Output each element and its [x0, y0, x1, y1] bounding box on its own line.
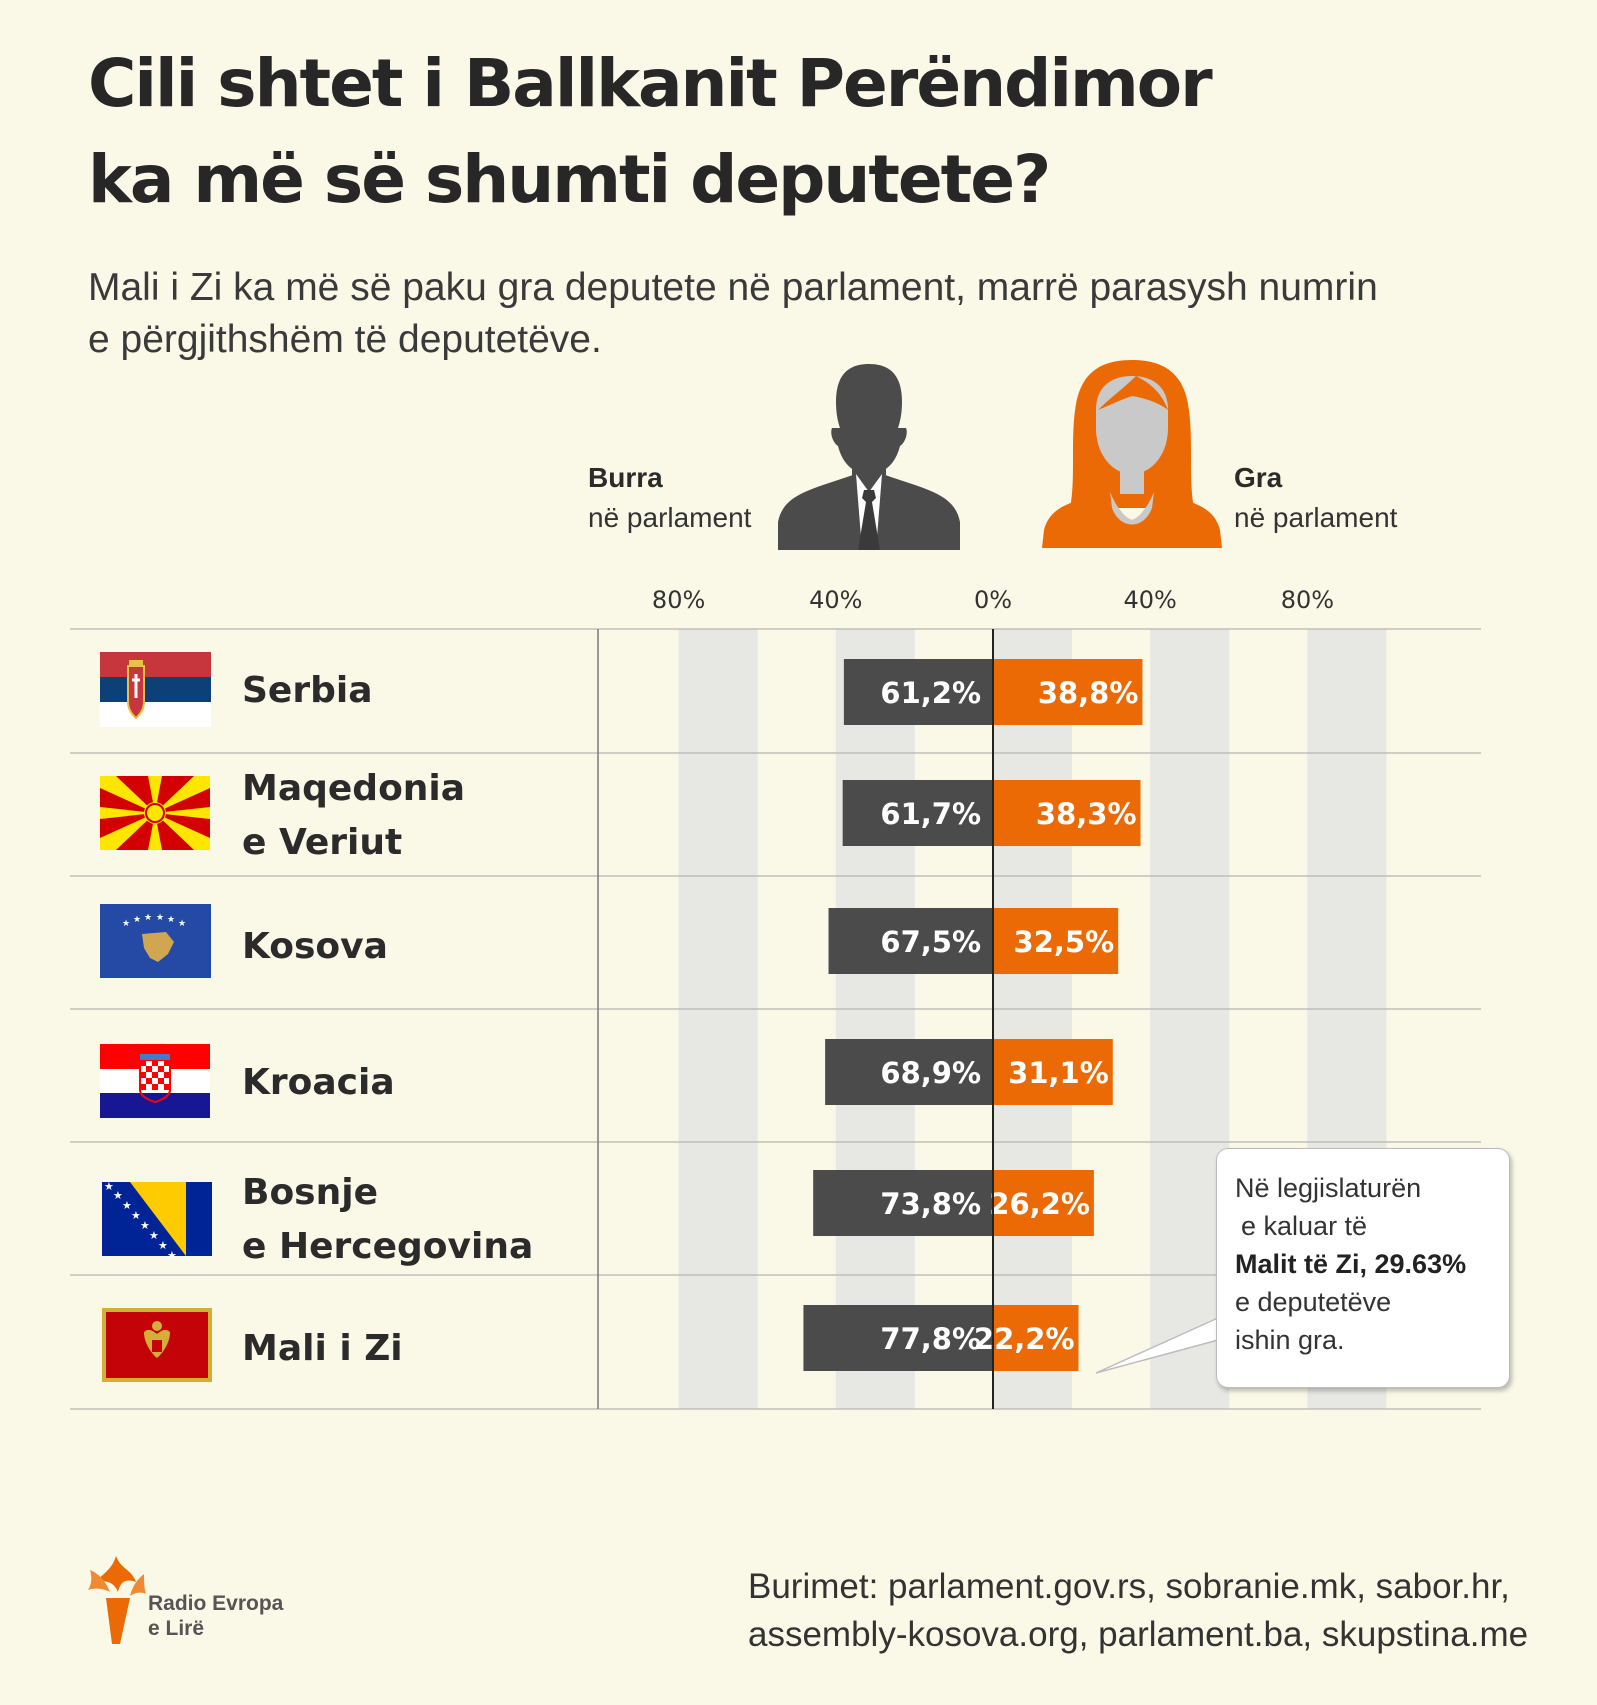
legend-men-sub: në parlament: [588, 502, 752, 533]
croatia-flag-icon: [100, 1044, 210, 1118]
bar-label-women: 32,5%: [1014, 925, 1115, 959]
serbia-flag-icon: [100, 652, 211, 727]
callout-line-4: e deputetëve: [1235, 1287, 1392, 1317]
callout-note: Në legjislaturën e kaluar të Malit të Zi…: [1216, 1148, 1510, 1388]
montenegro-flag-icon: [102, 1308, 212, 1382]
bar-women: [993, 1305, 1079, 1371]
country-label: Maqedonia: [242, 768, 465, 809]
svg-text:★: ★: [113, 1189, 123, 1202]
callout-line-1: Në legjislaturën: [1235, 1173, 1422, 1203]
legend-men: Burra në parlament: [588, 458, 751, 538]
bar-label-men: 61,2%: [880, 676, 981, 710]
callout-highlight: Malit të Zi: [1235, 1249, 1360, 1279]
callout-line-3: Malit të Zi, 29.63%: [1235, 1245, 1491, 1283]
svg-text:★: ★: [122, 919, 130, 929]
grid-band: [835, 629, 915, 1409]
sources-line-1: Burimet: parlament.gov.rs, sobranie.mk, …: [748, 1567, 1510, 1606]
rfe-logo-text: Radio Evropa e Lirë: [148, 1591, 283, 1641]
title-line-2: ka më së shumti deputete?: [88, 141, 1051, 218]
bar-label-men: 61,7%: [880, 797, 981, 831]
bar-men: [842, 780, 993, 846]
chart-subtitle: Mali i Zi ka më së paku gra deputete në …: [88, 262, 1508, 366]
tick-label: 40%: [809, 586, 862, 614]
bar-label-women: 38,3%: [1036, 797, 1137, 831]
svg-text:★: ★: [156, 913, 164, 923]
tick-label: 80%: [652, 586, 705, 614]
bar-men: [825, 1039, 993, 1105]
bar-label-women: 38,8%: [1038, 676, 1139, 710]
country-label: Serbia: [242, 670, 373, 711]
svg-text:★: ★: [178, 919, 186, 929]
country-flags: ★ ★ ★ ★ ★ ★ ★★★: [100, 652, 212, 1382]
logo-line-2: e Lirë: [148, 1617, 205, 1640]
country-label: e Hercegovina: [242, 1226, 533, 1267]
bars: 61,2% 38,8% 61,7% 38,3% 67,5% 32,5% 68,9% 31,1%…: [803, 629, 1143, 1409]
svg-text:★: ★: [140, 1219, 150, 1232]
legend-women: Gra në parlament: [1234, 458, 1397, 538]
title-line-1: Cili shtet i Ballkanit Perëndimor: [88, 45, 1213, 122]
rfe-torch-logo-icon: [88, 1556, 146, 1644]
legend-women-sub: në parlament: [1234, 502, 1398, 533]
north-macedonia-flag-icon: [100, 776, 210, 850]
man-silhouette-icon: [778, 364, 960, 550]
tick-label: 40%: [1124, 586, 1177, 614]
svg-text:★: ★: [167, 915, 175, 925]
grid-band: [993, 629, 1072, 1409]
woman-silhouette-icon: [1042, 360, 1222, 548]
bar-label-men: 73,8%: [880, 1187, 981, 1221]
bar-men: [803, 1305, 993, 1371]
sources-line-2: assembly-kosova.org, parlament.ba, skups…: [748, 1615, 1529, 1654]
chart-title: Cili shtet i Ballkanit Perëndimor ka më …: [88, 36, 1388, 228]
bosnia-flag-icon: ★★★ ★★★ ★★: [102, 1180, 212, 1262]
country-labels: Serbia Maqedonia e Veriut Kosova Kroacia Bosn…: [242, 670, 533, 1369]
legend-men-title: Burra: [588, 462, 663, 493]
svg-text:★: ★: [158, 1239, 168, 1252]
bar-women: [993, 780, 1141, 846]
bar-men: [813, 1170, 993, 1236]
tick-label: 80%: [1281, 586, 1334, 614]
legend-women-title: Gra: [1234, 462, 1283, 493]
callout-line-2: e kaluar të: [1241, 1211, 1368, 1241]
bar-label-women: 22,2%: [974, 1322, 1075, 1356]
axis-tick-labels: 80% 40% 0% 40% 80%: [652, 586, 1334, 614]
svg-text:★: ★: [149, 1229, 159, 1242]
sources: Burimet: parlament.gov.rs, sobranie.mk, …: [748, 1563, 1568, 1659]
bar-men: [843, 659, 993, 725]
bar-label-women: 31,1%: [1008, 1056, 1109, 1090]
svg-text:★: ★: [131, 1209, 141, 1222]
logo-line-1: Radio Evropa: [148, 1592, 284, 1615]
bar-label-women: 26,2%: [989, 1187, 1090, 1221]
svg-text:★: ★: [133, 915, 141, 925]
bar-women: [993, 1039, 1113, 1105]
country-label: Bosnje: [242, 1172, 378, 1213]
bar-women: [993, 659, 1143, 725]
bar-label-men: 68,9%: [880, 1056, 981, 1090]
tick-label: 0%: [974, 586, 1012, 614]
country-label: Kroacia: [242, 1062, 395, 1103]
bar-label-men: 77,8%: [880, 1322, 981, 1356]
kosovo-flag-icon: ★ ★ ★ ★ ★ ★: [100, 904, 211, 978]
svg-text:★: ★: [122, 1199, 132, 1212]
country-label: Mali i Zi: [242, 1328, 403, 1369]
grid-band: [678, 629, 758, 1409]
callout-line-5: ishin gra.: [1235, 1325, 1345, 1355]
svg-text:★: ★: [167, 1249, 177, 1262]
country-label: Kosova: [242, 926, 388, 967]
bar-women: [993, 908, 1119, 974]
svg-text:★: ★: [144, 913, 152, 923]
callout-value: , 29.63%: [1359, 1249, 1467, 1279]
subtitle-line-1: Mali i Zi ka më së paku gra deputete në …: [88, 266, 1378, 309]
bar-label-men: 67,5%: [880, 925, 981, 959]
bar-men: [828, 908, 993, 974]
country-label: e Veriut: [242, 822, 402, 863]
bar-women: [993, 1170, 1094, 1236]
subtitle-line-2: e përgjithshëm të deputetëve.: [88, 318, 602, 361]
svg-text:★: ★: [104, 1180, 114, 1193]
